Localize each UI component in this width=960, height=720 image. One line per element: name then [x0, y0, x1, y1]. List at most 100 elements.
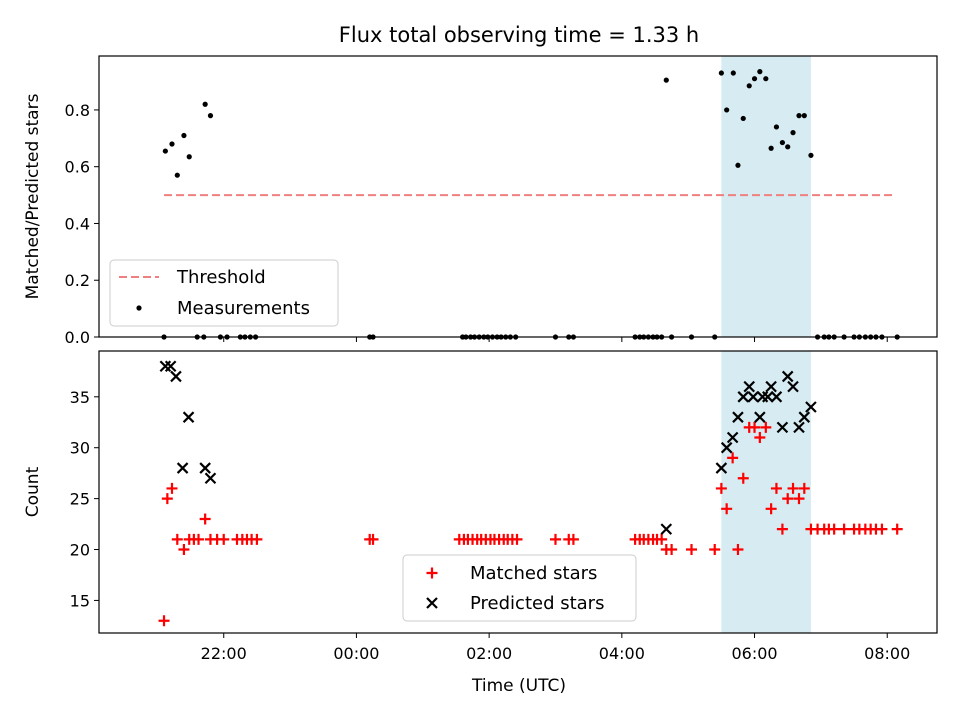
matched-stars-marker	[828, 523, 840, 535]
y-tick-label: 20	[70, 541, 90, 560]
legend-measurements-swatch	[136, 305, 142, 311]
predicted-stars-marker	[715, 462, 728, 474]
ratio-panel: 0.0 0.2 0.4 0.6 0.8 Matched/Predicted stars Th…	[23, 55, 938, 347]
measurement-point	[724, 107, 730, 113]
measurement-point	[740, 115, 746, 122]
measurement-point	[768, 145, 774, 151]
matched-stars-marker	[732, 544, 744, 556]
matched-stars-marker	[511, 533, 523, 545]
predicted-stars-marker	[798, 411, 811, 423]
counts-panel: 22:00 00:00 02:00 04:00 06:00 08:00 15 20 25 30 35…	[23, 350, 938, 663]
legend-matched-label: Matched stars	[470, 563, 597, 584]
legend-predicted-label: Predicted stars	[470, 593, 604, 614]
highlight-span	[721, 56, 811, 337]
measurement-point	[186, 154, 192, 160]
predicted-stars-marker	[737, 391, 750, 403]
matched-stars-marker	[218, 533, 230, 545]
x-axis-label: Time (UTC)	[471, 676, 566, 696]
predicted-stars-marker	[199, 462, 211, 474]
matched-stars-marker	[876, 523, 888, 535]
matched-stars-marker	[760, 421, 772, 433]
measurement-point	[202, 101, 208, 107]
x-tick-label: 06:00	[731, 644, 777, 663]
predicted-stars-marker	[164, 360, 177, 373]
y-tick-label: 0.0	[65, 328, 90, 347]
measurement-point	[162, 148, 168, 154]
legend: Matched stars Predicted stars	[402, 554, 637, 622]
measurement-point	[801, 113, 807, 119]
matched-stars-marker	[686, 544, 698, 556]
matched-stars-marker	[666, 544, 678, 556]
y-tick-label: 25	[70, 490, 90, 509]
measurement-point	[779, 139, 786, 146]
predicted-stars-marker	[754, 411, 766, 423]
matched-stars-marker	[770, 482, 782, 494]
x-tick-label: 02:00	[466, 644, 512, 663]
x-tick-label: 22:00	[201, 644, 247, 663]
matched-stars-marker	[787, 482, 799, 494]
y-tick-label: 0.4	[65, 214, 90, 233]
matched-stars-marker	[776, 523, 788, 535]
matched-stars-marker	[838, 523, 850, 535]
y-tick-label: 15	[70, 591, 90, 610]
matched-stars-marker	[567, 533, 579, 545]
measurement-point	[735, 162, 741, 168]
matched-stars-marker	[782, 493, 794, 505]
chart-title: Flux total observing time = 1.33 h	[339, 23, 699, 47]
y-axis-label: Count	[23, 466, 43, 517]
predicted-stars-marker	[732, 411, 744, 423]
predicted-stars-marker	[793, 421, 805, 434]
predicted-stars-marker	[762, 391, 774, 403]
predicted-stars-marker	[787, 380, 799, 393]
matched-stars-marker	[367, 533, 379, 545]
matched-stars-marker	[161, 493, 173, 505]
matched-stars-marker	[727, 452, 739, 464]
matched-stars-marker	[166, 482, 178, 494]
predicted-stars-marker	[805, 401, 817, 413]
measurement-point	[207, 113, 214, 119]
measurement-point	[718, 70, 724, 76]
measurement-point	[785, 144, 791, 150]
matched-stars-marker	[199, 513, 211, 525]
matched-stars-marker	[891, 523, 903, 535]
measurement-point	[169, 141, 175, 147]
legend-box	[109, 259, 339, 327]
matched-stars-marker	[749, 421, 761, 433]
legend-predicted-swatch	[426, 597, 438, 609]
matched-stars-marker	[721, 503, 733, 515]
matched-stars-marker	[793, 493, 805, 505]
measurement-point	[730, 70, 736, 76]
y-tick-label: 0.8	[65, 101, 90, 120]
predicted-stars-marker	[770, 391, 783, 403]
matched-stars-marker	[251, 533, 263, 545]
y-tick-label: 35	[70, 388, 90, 407]
predicted-stars-marker	[747, 391, 759, 403]
measurement-point	[751, 76, 758, 82]
measurement-point	[746, 83, 752, 89]
y-tick-label: 0.6	[65, 158, 90, 177]
y-tick-label: 0.2	[65, 271, 90, 290]
matched-stars-marker	[171, 533, 183, 545]
matched-stars-marker	[754, 432, 766, 444]
measurement-point	[174, 172, 180, 178]
measurement-point	[181, 132, 187, 139]
predicted-stars-marker	[170, 370, 182, 383]
legend: Threshold Measurements	[109, 259, 339, 327]
measurement-point	[796, 113, 802, 119]
matched-stars-marker	[549, 533, 561, 545]
predicted-stars-marker	[204, 472, 217, 485]
measurement-point	[757, 69, 763, 75]
x-tick-label: 00:00	[333, 644, 379, 663]
predicted-stars-marker	[176, 462, 189, 474]
measurement-point	[763, 76, 769, 82]
y-axis-label: Matched/Predicted stars	[23, 93, 43, 299]
predicted-stars-marker	[726, 431, 739, 444]
measurement-point	[790, 130, 796, 136]
matched-stars-marker	[765, 503, 777, 515]
predicted-stars-marker	[660, 523, 673, 535]
matched-stars-marker	[715, 482, 727, 494]
axes-frame	[98, 350, 938, 634]
measurement-point	[808, 152, 814, 158]
matched-stars-marker	[709, 544, 721, 556]
matched-stars-marker	[193, 533, 205, 545]
